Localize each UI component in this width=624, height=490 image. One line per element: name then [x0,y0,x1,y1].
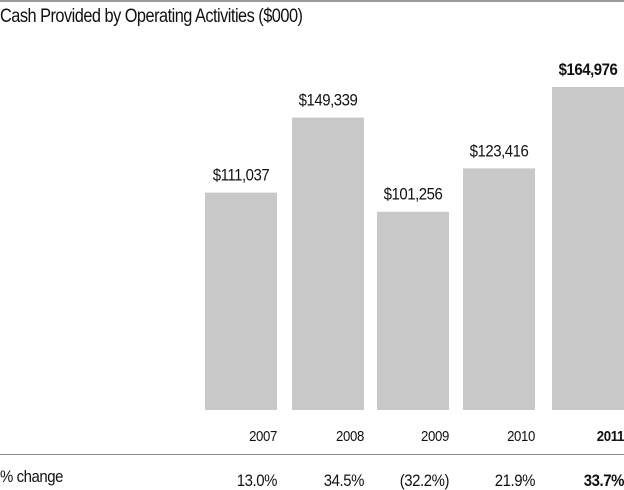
pct-change-2007: 13.0% [237,472,277,490]
value-label-2011: $164,976 [559,61,618,79]
x-tick-label-2011: 2011 [597,427,624,444]
x-tick-label-2008: 2008 [336,427,364,444]
bar-2009 [377,211,449,410]
pct-change-2011: 33.7% [584,472,624,490]
bar-2007 [205,192,277,410]
bar-2010 [463,168,535,410]
bar-2011 [552,87,624,410]
value-label-2007: $111,037 [213,167,270,185]
pct-change-label: % change [0,467,64,486]
value-label-2008: $149,339 [299,92,358,110]
value-label-2009: $101,256 [384,186,443,204]
top-rule [0,0,624,2]
x-tick-label-2007: 2007 [249,427,277,444]
x-tick-label-2010: 2010 [507,427,535,444]
value-label-2010: $123,416 [470,143,529,161]
x-tick-label-2009: 2009 [421,427,449,444]
chart-title: Cash Provided by Operating Activities ($… [0,6,303,27]
bar-2008 [292,117,364,411]
pct-change-2008: 34.5% [324,472,364,490]
pct-change-2009: (32.2%) [400,472,449,490]
pct-change-2010: 21.9% [495,472,535,490]
divider [0,454,624,455]
